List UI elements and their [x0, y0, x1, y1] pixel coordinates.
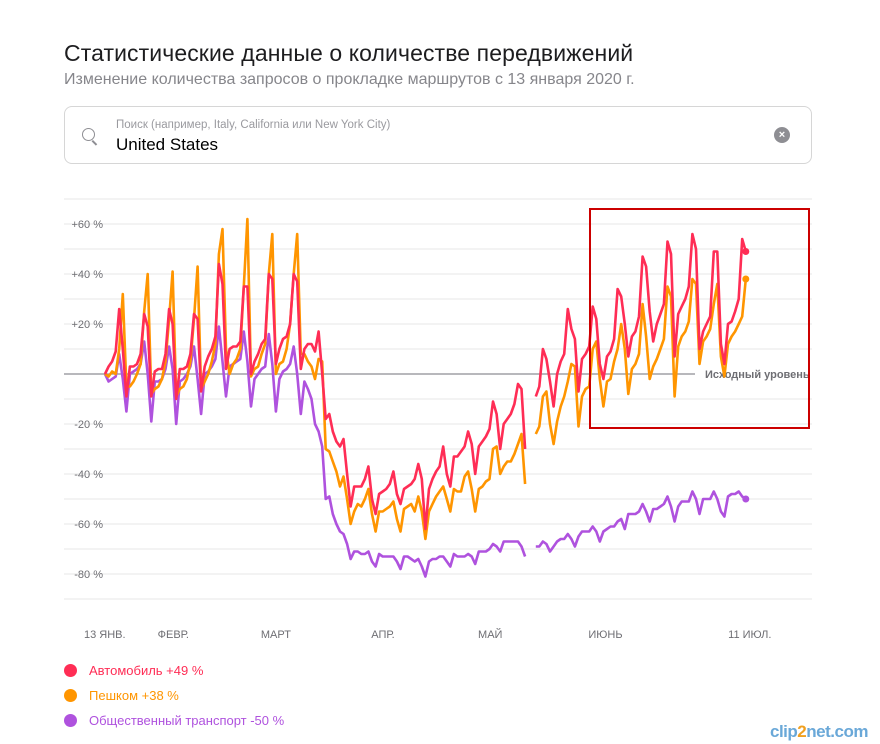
y-axis-ticks: +60 % +40 % +20 % -20 % -40 % -60 % -80 % — [72, 219, 104, 581]
series-end-point — [742, 248, 750, 255]
y-tick-label: +40 % — [72, 269, 104, 281]
series-lines — [103, 217, 750, 578]
page-subtitle: Изменение количества запросов о прокладк… — [64, 71, 635, 88]
x-tick-label: 13 ЯНВ. — [84, 629, 126, 641]
x-tick-label: ФЕВР. — [158, 629, 189, 641]
x-tick-label: МАЙ — [478, 628, 502, 641]
series-line — [534, 232, 748, 408]
series-line — [104, 217, 527, 541]
series-line — [534, 277, 748, 446]
clear-circle-icon[interactable]: × — [774, 127, 790, 143]
legend-label-walking: Пешком +38 % — [89, 688, 179, 703]
watermark-logo: clip2net.com — [770, 722, 868, 741]
x-tick-label: МАРТ — [261, 629, 291, 641]
y-tick-label: -20 % — [74, 419, 103, 431]
series-line — [535, 490, 747, 553]
y-tick-label: +20 % — [72, 319, 104, 331]
search-box[interactable]: Поиск (например, Italy, California или N… — [64, 106, 812, 164]
x-axis-ticks: 13 ЯНВ. ФЕВР. МАРТ АПР. МАЙ ИЮНЬ 11 ИЮЛ. — [84, 628, 771, 641]
legend-item-transit[interactable]: Общественный транспорт -50 % — [64, 708, 284, 733]
series-end-point — [742, 495, 750, 503]
legend-item-driving[interactable]: Автомобиль +49 % — [64, 658, 284, 683]
baseline-label: Исходный уровень — [705, 369, 810, 381]
x-tick-label: АПР. — [371, 629, 394, 641]
legend: Автомобиль +49 % Пешком +38 % Общественн… — [64, 658, 284, 733]
legend-dot-transit — [64, 714, 77, 727]
x-tick-label: 11 ИЮЛ. — [728, 629, 771, 641]
series-line — [103, 262, 527, 531]
legend-label-transit: Общественный транспорт -50 % — [89, 713, 285, 728]
legend-item-walking[interactable]: Пешком +38 % — [64, 683, 284, 708]
y-tick-label: -80 % — [74, 569, 103, 581]
legend-dot-driving — [64, 664, 77, 677]
series-line — [103, 325, 527, 578]
search-placeholder: Поиск (например, Italy, California или N… — [116, 119, 391, 131]
grid-lines — [64, 198, 812, 600]
search-input[interactable] — [116, 135, 716, 155]
page-title: Статистические данные о количестве перед… — [64, 40, 634, 66]
magnifier-icon — [82, 128, 95, 141]
x-tick-label: ИЮНЬ — [588, 629, 622, 641]
series-end-point — [742, 275, 750, 283]
legend-label-driving: Автомобиль +49 % — [89, 663, 204, 678]
y-tick-label: -60 % — [74, 519, 103, 531]
y-tick-label: -40 % — [74, 469, 103, 481]
y-tick-label: +60 % — [72, 219, 104, 231]
highlight-box — [589, 208, 810, 429]
legend-dot-walking — [64, 689, 77, 702]
